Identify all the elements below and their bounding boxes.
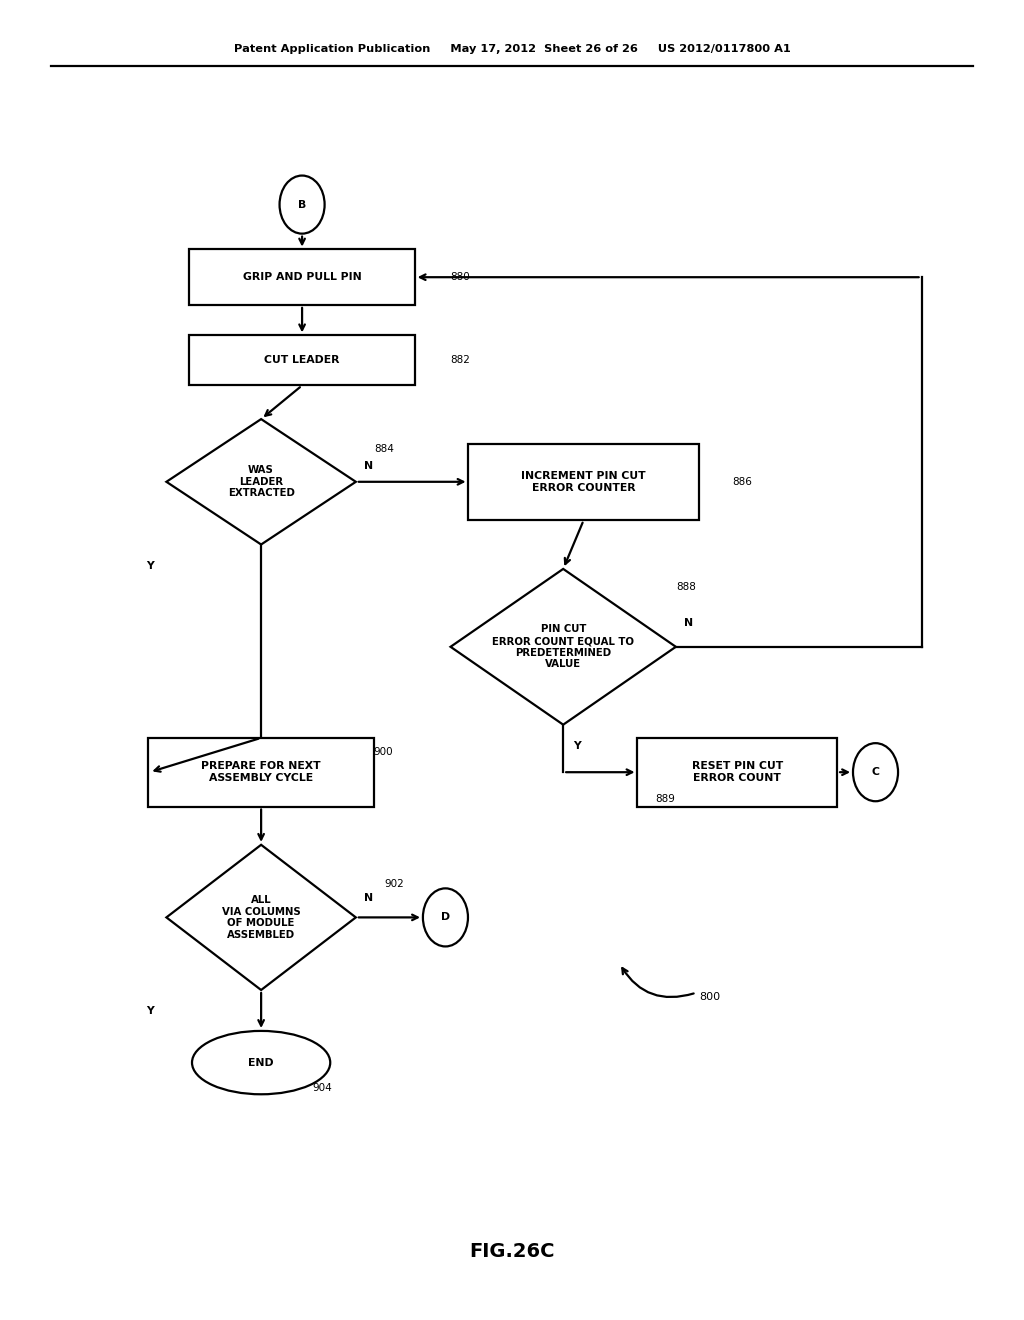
Polygon shape bbox=[451, 569, 676, 725]
Circle shape bbox=[853, 743, 898, 801]
Text: Patent Application Publication     May 17, 2012  Sheet 26 of 26     US 2012/0117: Patent Application Publication May 17, 2… bbox=[233, 44, 791, 54]
Text: N: N bbox=[684, 618, 693, 628]
Text: RESET PIN CUT
ERROR COUNT: RESET PIN CUT ERROR COUNT bbox=[691, 762, 783, 783]
Text: 904: 904 bbox=[312, 1082, 332, 1093]
Text: 886: 886 bbox=[732, 477, 752, 487]
Circle shape bbox=[280, 176, 325, 234]
Text: Y: Y bbox=[146, 1006, 154, 1016]
Bar bbox=[148, 738, 374, 807]
Text: PIN CUT
ERROR COUNT EQUAL TO
PREDETERMINED
VALUE: PIN CUT ERROR COUNT EQUAL TO PREDETERMIN… bbox=[493, 624, 634, 669]
Ellipse shape bbox=[193, 1031, 330, 1094]
Text: 800: 800 bbox=[699, 991, 721, 1002]
Circle shape bbox=[423, 888, 468, 946]
Text: Y: Y bbox=[146, 561, 154, 570]
Bar bbox=[189, 335, 415, 385]
Text: Y: Y bbox=[573, 741, 582, 751]
Text: B: B bbox=[298, 199, 306, 210]
Bar bbox=[189, 249, 415, 305]
Text: D: D bbox=[441, 912, 450, 923]
Text: PREPARE FOR NEXT
ASSEMBLY CYCLE: PREPARE FOR NEXT ASSEMBLY CYCLE bbox=[202, 762, 321, 783]
Text: CUT LEADER: CUT LEADER bbox=[264, 355, 340, 366]
Text: FIG.26C: FIG.26C bbox=[469, 1242, 555, 1261]
Bar bbox=[468, 444, 698, 520]
Text: 900: 900 bbox=[374, 747, 393, 758]
Polygon shape bbox=[166, 845, 356, 990]
Bar bbox=[637, 738, 837, 807]
Text: 884: 884 bbox=[374, 444, 393, 454]
Text: INCREMENT PIN CUT
ERROR COUNTER: INCREMENT PIN CUT ERROR COUNTER bbox=[521, 471, 646, 492]
Text: END: END bbox=[248, 1057, 274, 1068]
Text: N: N bbox=[365, 461, 373, 471]
Text: N: N bbox=[365, 892, 373, 903]
Text: GRIP AND PULL PIN: GRIP AND PULL PIN bbox=[243, 272, 361, 282]
Text: 888: 888 bbox=[676, 582, 695, 593]
Text: 889: 889 bbox=[655, 793, 675, 804]
Text: WAS
LEADER
EXTRACTED: WAS LEADER EXTRACTED bbox=[227, 465, 295, 499]
Polygon shape bbox=[166, 420, 356, 544]
Text: ALL
VIA COLUMNS
OF MODULE
ASSEMBLED: ALL VIA COLUMNS OF MODULE ASSEMBLED bbox=[222, 895, 300, 940]
Text: 882: 882 bbox=[451, 355, 470, 366]
Text: 902: 902 bbox=[384, 879, 403, 890]
Text: 880: 880 bbox=[451, 272, 470, 282]
Text: C: C bbox=[871, 767, 880, 777]
